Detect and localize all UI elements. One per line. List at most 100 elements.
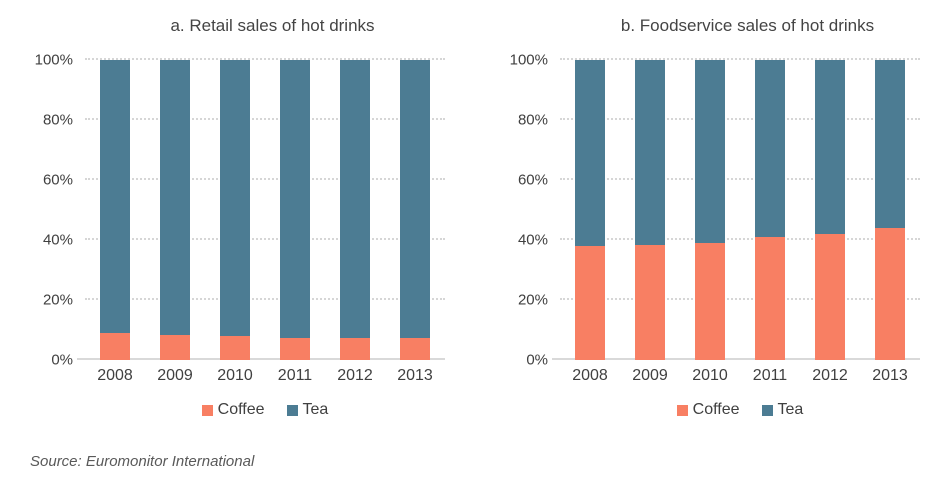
bar-segment-tea [220,60,250,336]
x-axis-line [77,358,445,360]
chart-retail-sales: a. Retail sales of hot drinks 0% 20% 40% 60… [0,0,475,419]
bar-segment-tea [100,60,130,333]
plot-area [552,58,920,360]
bar-segment-coffee [400,337,430,360]
bar-segment-coffee [575,246,605,360]
legend-swatch-tea [761,404,773,416]
source-note: Source: Euromonitor International [30,453,255,470]
y-tick-label: 80% [517,111,548,129]
bar-segment-coffee [280,337,310,360]
legend-item-tea: Tea [286,401,329,419]
x-tick-label: 2009 [632,367,668,384]
bars-container [560,60,920,360]
chart-foodservice-sales: b. Foodservice sales of hot drinks 0% 20%… [475,0,950,419]
legend-swatch-coffee [201,404,213,416]
legend-item-coffee: Coffee [676,401,740,419]
bar-segment-tea [575,60,605,246]
stacked-bar-2011 [280,60,310,360]
y-tick-label: 80% [42,111,73,129]
stacked-bar-2013 [875,60,905,360]
charts-row: a. Retail sales of hot drinks 0% 20% 40% 60… [0,0,950,419]
bar-slot-2010 [680,60,740,360]
bar-segment-tea [340,60,370,338]
x-axis: 2008 2009 2010 2011 2012 2013 [85,360,445,385]
bar-segment-coffee [695,243,725,360]
gridline [560,178,920,180]
bar-segment-coffee [815,234,845,360]
x-tick-label: 2013 [397,367,433,384]
gridline [560,298,920,300]
gridline [560,58,920,60]
legend-label: Tea [777,401,804,418]
bar-segment-tea [160,60,190,335]
chart-body: 0% 20% 40% 60% 80% 100% [0,52,475,369]
plot-area [77,58,445,360]
gridline [85,118,445,120]
stacked-bar-2010 [695,60,725,360]
x-tick-label: 2008 [572,367,608,384]
bar-segment-tea [875,60,905,228]
y-tick-label: 60% [517,171,548,189]
x-tick-label: 2011 [752,367,788,384]
x-tick-label: 2011 [277,367,313,384]
bar-slot-2011 [265,60,325,360]
legend-label: Coffee [217,401,265,418]
x-tick-label: 2012 [337,367,373,384]
bar-slot-2012 [800,60,860,360]
stacked-bar-2012 [815,60,845,360]
bar-slot-2009 [620,60,680,360]
bar-segment-tea [815,60,845,234]
legend-item-tea: Tea [761,401,804,419]
stacked-bar-2012 [340,60,370,360]
bar-segment-coffee [755,237,785,360]
bar-slot-2012 [325,60,385,360]
bar-segment-tea [400,60,430,338]
bar-slot-2008 [560,60,620,360]
stacked-bar-2008 [575,60,605,360]
bar-segment-tea [635,60,665,245]
legend-swatch-tea [286,404,298,416]
y-tick-label: 40% [517,231,548,249]
x-tick-label: 2010 [692,367,728,384]
bar-segment-coffee [160,334,190,360]
chart-title-retail: a. Retail sales of hot drinks [170,16,375,35]
bar-segment-coffee [100,333,130,360]
bar-slot-2009 [145,60,205,360]
y-tick-label: 60% [42,171,73,189]
legend-label: Tea [302,401,329,418]
gridline [85,298,445,300]
y-tick-label: 40% [42,231,73,249]
bar-segment-coffee [340,337,370,360]
y-tick-label: 20% [42,291,73,309]
bar-segment-tea [695,60,725,243]
legend-label: Coffee [692,401,740,418]
chart-body: 0% 20% 40% 60% 80% 100% [475,52,950,369]
x-tick-label: 2012 [812,367,848,384]
x-tick-label: 2013 [872,367,908,384]
gridline [85,58,445,60]
legend-item-coffee: Coffee [201,401,265,419]
x-tick-label: 2008 [97,367,133,384]
stacked-bar-2008 [100,60,130,360]
y-tick-label: 20% [517,291,548,309]
bar-segment-coffee [635,244,665,360]
bar-slot-2013 [860,60,920,360]
gridline [85,178,445,180]
stacked-bar-2011 [755,60,785,360]
bars-container [85,60,445,360]
stacked-bar-2009 [635,60,665,360]
y-tick-label: 100% [34,51,73,69]
bar-slot-2011 [740,60,800,360]
chart-title-foodservice: b. Foodservice sales of hot drinks [620,16,875,35]
bar-segment-coffee [220,336,250,360]
x-tick-label: 2009 [157,367,193,384]
bar-segment-tea [755,60,785,237]
y-axis: 0% 20% 40% 60% 80% 100% [0,52,85,369]
y-tick-label: 0% [51,351,73,369]
bar-slot-2008 [85,60,145,360]
x-axis: 2008 2009 2010 2011 2012 2013 [560,360,920,385]
bar-segment-coffee [875,228,905,360]
gridline [560,118,920,120]
stacked-bar-2009 [160,60,190,360]
legend: Coffee Tea [85,401,445,419]
